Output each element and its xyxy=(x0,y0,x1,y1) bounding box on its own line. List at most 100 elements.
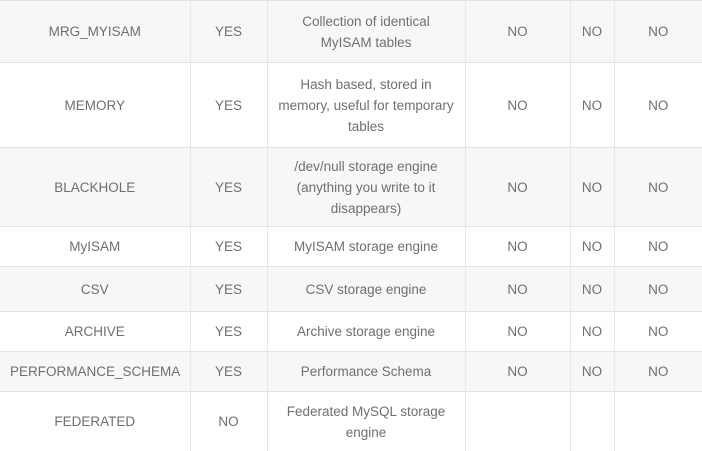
table-row: BLACKHOLE YES /dev/null storage engine (… xyxy=(0,148,702,227)
cell-xa: NO xyxy=(570,63,614,148)
savepoints-value: NO xyxy=(625,177,693,198)
xa-value: NO xyxy=(581,361,604,382)
support-value: YES xyxy=(201,361,257,382)
cell-comment: MyISAM storage engine xyxy=(267,227,465,267)
cell-xa: NO xyxy=(570,267,614,312)
cell-xa: NO xyxy=(570,312,614,352)
cell-comment: /dev/null storage engine (anything you w… xyxy=(267,148,465,227)
cell-savepoints: NO xyxy=(614,227,702,267)
comment-text: Federated MySQL storage engine xyxy=(278,401,455,443)
cell-savepoints: NO xyxy=(614,1,702,63)
cell-xa xyxy=(570,392,614,451)
savepoints-value: NO xyxy=(625,361,693,382)
savepoints-value: NO xyxy=(625,279,693,300)
cell-support: YES xyxy=(190,352,267,392)
cell-savepoints: NO xyxy=(614,352,702,392)
savepoints-value: NO xyxy=(625,95,693,116)
comment-text: Collection of identical MyISAM tables xyxy=(278,11,455,53)
cell-savepoints: NO xyxy=(614,267,702,312)
table-row: CSV YES CSV storage engine NO NO NO xyxy=(0,267,702,312)
cell-support: YES xyxy=(190,312,267,352)
engine-name: FEDERATED xyxy=(10,411,180,432)
xa-value: NO xyxy=(581,95,604,116)
engine-name: PERFORMANCE_SCHEMA xyxy=(10,361,180,382)
table-row: MyISAM YES MyISAM storage engine NO NO N… xyxy=(0,227,702,267)
cell-support: YES xyxy=(190,1,267,63)
engine-name: CSV xyxy=(10,279,180,300)
support-value: YES xyxy=(201,95,257,116)
savepoints-value: NO xyxy=(625,321,693,342)
engine-name: MRG_MYISAM xyxy=(10,21,180,42)
xa-value: NO xyxy=(581,279,604,300)
cell-support: NO xyxy=(190,392,267,451)
cell-transactions: NO xyxy=(465,352,570,392)
table-row: ARCHIVE YES Archive storage engine NO NO… xyxy=(0,312,702,352)
cell-savepoints xyxy=(614,392,702,451)
cell-engine: ARCHIVE xyxy=(0,312,190,352)
transactions-value: NO xyxy=(476,236,560,257)
support-value: YES xyxy=(201,279,257,300)
cell-savepoints: NO xyxy=(614,63,702,148)
cell-transactions: NO xyxy=(465,148,570,227)
cell-transactions: NO xyxy=(465,63,570,148)
cell-engine: FEDERATED xyxy=(0,392,190,451)
transactions-value: NO xyxy=(476,361,560,382)
support-value: YES xyxy=(201,321,257,342)
xa-value: NO xyxy=(581,321,604,342)
comment-text: Archive storage engine xyxy=(278,321,455,342)
comment-text: MyISAM storage engine xyxy=(278,236,455,257)
support-value: YES xyxy=(201,236,257,257)
cell-engine: BLACKHOLE xyxy=(0,148,190,227)
engine-name: ARCHIVE xyxy=(10,321,180,342)
support-value: YES xyxy=(201,177,257,198)
table-row: MRG_MYISAM YES Collection of identical M… xyxy=(0,1,702,63)
transactions-value: NO xyxy=(476,177,560,198)
cell-engine: MyISAM xyxy=(0,227,190,267)
xa-value: NO xyxy=(581,21,604,42)
cell-engine: PERFORMANCE_SCHEMA xyxy=(0,352,190,392)
cell-engine: MRG_MYISAM xyxy=(0,1,190,63)
cell-comment: Hash based, stored in memory, useful for… xyxy=(267,63,465,148)
savepoints-value: NO xyxy=(625,236,693,257)
support-value: NO xyxy=(201,411,257,432)
cell-comment: Federated MySQL storage engine xyxy=(267,392,465,451)
cell-transactions: NO xyxy=(465,267,570,312)
cell-support: YES xyxy=(190,227,267,267)
cell-support: YES xyxy=(190,148,267,227)
engine-name: MEMORY xyxy=(10,95,180,116)
cell-support: YES xyxy=(190,63,267,148)
savepoints-value: NO xyxy=(625,21,693,42)
cell-xa: NO xyxy=(570,148,614,227)
transactions-value: NO xyxy=(476,279,560,300)
comment-text: /dev/null storage engine (anything you w… xyxy=(278,156,455,219)
cell-transactions: NO xyxy=(465,312,570,352)
table-row: MEMORY YES Hash based, stored in memory,… xyxy=(0,63,702,148)
cell-transactions xyxy=(465,392,570,451)
cell-savepoints: NO xyxy=(614,312,702,352)
cell-savepoints: NO xyxy=(614,148,702,227)
engine-name: MyISAM xyxy=(10,236,180,257)
transactions-value: NO xyxy=(476,21,560,42)
xa-value: NO xyxy=(581,177,604,198)
table-row: PERFORMANCE_SCHEMA YES Performance Schem… xyxy=(0,352,702,392)
comment-text: Performance Schema xyxy=(278,361,455,382)
cell-xa: NO xyxy=(570,227,614,267)
transactions-value: NO xyxy=(476,321,560,342)
cell-support: YES xyxy=(190,267,267,312)
comment-text: CSV storage engine xyxy=(278,279,455,300)
cell-transactions: NO xyxy=(465,227,570,267)
engine-name: BLACKHOLE xyxy=(10,177,180,198)
cell-xa: NO xyxy=(570,352,614,392)
cell-comment: Archive storage engine xyxy=(267,312,465,352)
cell-engine: MEMORY xyxy=(0,63,190,148)
cell-transactions: NO xyxy=(465,1,570,63)
cell-comment: Performance Schema xyxy=(267,352,465,392)
cell-comment: Collection of identical MyISAM tables xyxy=(267,1,465,63)
transactions-value: NO xyxy=(476,95,560,116)
cell-engine: CSV xyxy=(0,267,190,312)
xa-value: NO xyxy=(581,236,604,257)
comment-text: Hash based, stored in memory, useful for… xyxy=(278,74,455,137)
table-row: FEDERATED NO Federated MySQL storage eng… xyxy=(0,392,702,451)
